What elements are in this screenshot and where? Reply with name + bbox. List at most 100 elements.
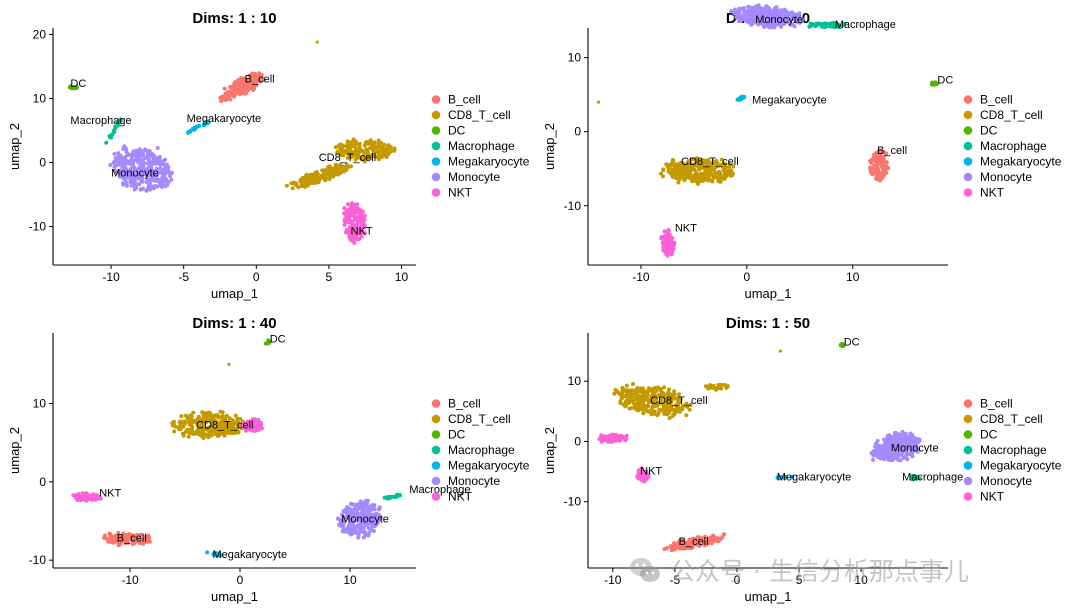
cell-point [697, 167, 702, 172]
cell-point [742, 9, 747, 14]
cell-point [934, 82, 939, 86]
cell-point [670, 544, 675, 549]
cell-point [258, 420, 263, 425]
cell-point [778, 349, 783, 353]
legend-swatch [963, 172, 973, 182]
cell-point [265, 340, 270, 345]
cell-point [356, 514, 361, 519]
cell-point [210, 415, 215, 420]
cell-point [200, 410, 205, 415]
cell-point [750, 14, 755, 19]
legend-label: DC [980, 428, 998, 442]
cell-point [618, 437, 623, 442]
cell-point [608, 439, 613, 444]
cell-point [665, 235, 670, 240]
cell-point [701, 541, 706, 546]
cell-point [360, 223, 365, 228]
cell-point [179, 414, 184, 419]
cell-point [356, 229, 361, 234]
cell-point [641, 388, 646, 393]
cell-point [150, 178, 155, 182]
legend-swatch [963, 399, 973, 408]
cell-point [732, 11, 737, 16]
cell-point [694, 156, 699, 161]
cell-point [136, 150, 141, 155]
cell-point [194, 124, 199, 129]
cell-point [368, 526, 373, 531]
cell-point [256, 418, 261, 422]
cell-point [681, 171, 686, 176]
cell-point [730, 171, 735, 176]
cell-point [371, 146, 376, 151]
cell-point [371, 529, 376, 533]
cell-point [352, 227, 357, 232]
cell-point [338, 520, 343, 525]
cell-point [336, 516, 340, 521]
cell-point [707, 160, 711, 165]
cell-point [670, 240, 675, 245]
cell-point [205, 550, 210, 555]
cell-point [660, 174, 665, 179]
cell-point [233, 413, 238, 418]
cell-point [777, 476, 782, 481]
cell-point [706, 538, 711, 543]
cell-point [648, 410, 653, 415]
x-tick-label: 5 [326, 270, 333, 284]
cell-point [188, 129, 192, 134]
cluster-label: B_cell [877, 145, 907, 157]
cell-point [245, 84, 250, 88]
cell-point [235, 416, 240, 421]
cell-point [145, 166, 150, 171]
x-tick-label: 10 [343, 573, 357, 587]
x-tick-label: 10 [854, 573, 868, 587]
legend-label: Macrophage [448, 139, 515, 153]
cell-point [788, 17, 793, 22]
legend-label: NKT [980, 186, 1005, 200]
cell-point [596, 100, 601, 104]
cell-point [883, 441, 888, 446]
x-tick-label: -10 [632, 270, 650, 284]
y-tick-label: -10 [564, 495, 582, 509]
cell-point [133, 535, 138, 540]
cell-point [349, 223, 354, 228]
legend-swatch [963, 141, 973, 151]
y-tick-label: 0 [574, 125, 581, 139]
cell-point [659, 236, 664, 241]
cell-point [669, 399, 674, 404]
cell-point [677, 177, 682, 182]
cell-point [882, 150, 887, 155]
legend-label: CD8_T_cell [448, 108, 511, 122]
cell-point [783, 10, 788, 15]
cell-point [670, 244, 675, 248]
cell-point [129, 161, 134, 166]
cell-point [232, 87, 237, 92]
cell-point [899, 449, 904, 454]
cell-point [215, 427, 220, 432]
points-layer [71, 338, 402, 558]
cell-point [131, 149, 136, 154]
cell-point [774, 5, 779, 10]
cell-point [353, 157, 358, 162]
cell-point [240, 424, 245, 429]
cell-point [362, 213, 367, 218]
cell-point [722, 176, 727, 181]
cell-point [915, 449, 920, 454]
cell-point [113, 164, 118, 168]
cell-point [73, 85, 77, 90]
legend-swatch [431, 95, 441, 104]
cluster-label: Macrophage [835, 19, 896, 31]
cell-point [213, 553, 218, 558]
legend-label: Megakaryocyte [448, 155, 530, 169]
cell-point [155, 179, 160, 184]
legend-swatch [431, 399, 441, 408]
cell-point [118, 539, 123, 544]
cell-point [155, 184, 160, 189]
cell-point [354, 148, 359, 153]
cell-point [102, 535, 107, 540]
cell-point [689, 546, 693, 551]
cell-point [223, 420, 228, 425]
cell-point [625, 388, 630, 393]
cell-point [887, 453, 891, 458]
cell-point [169, 177, 174, 182]
